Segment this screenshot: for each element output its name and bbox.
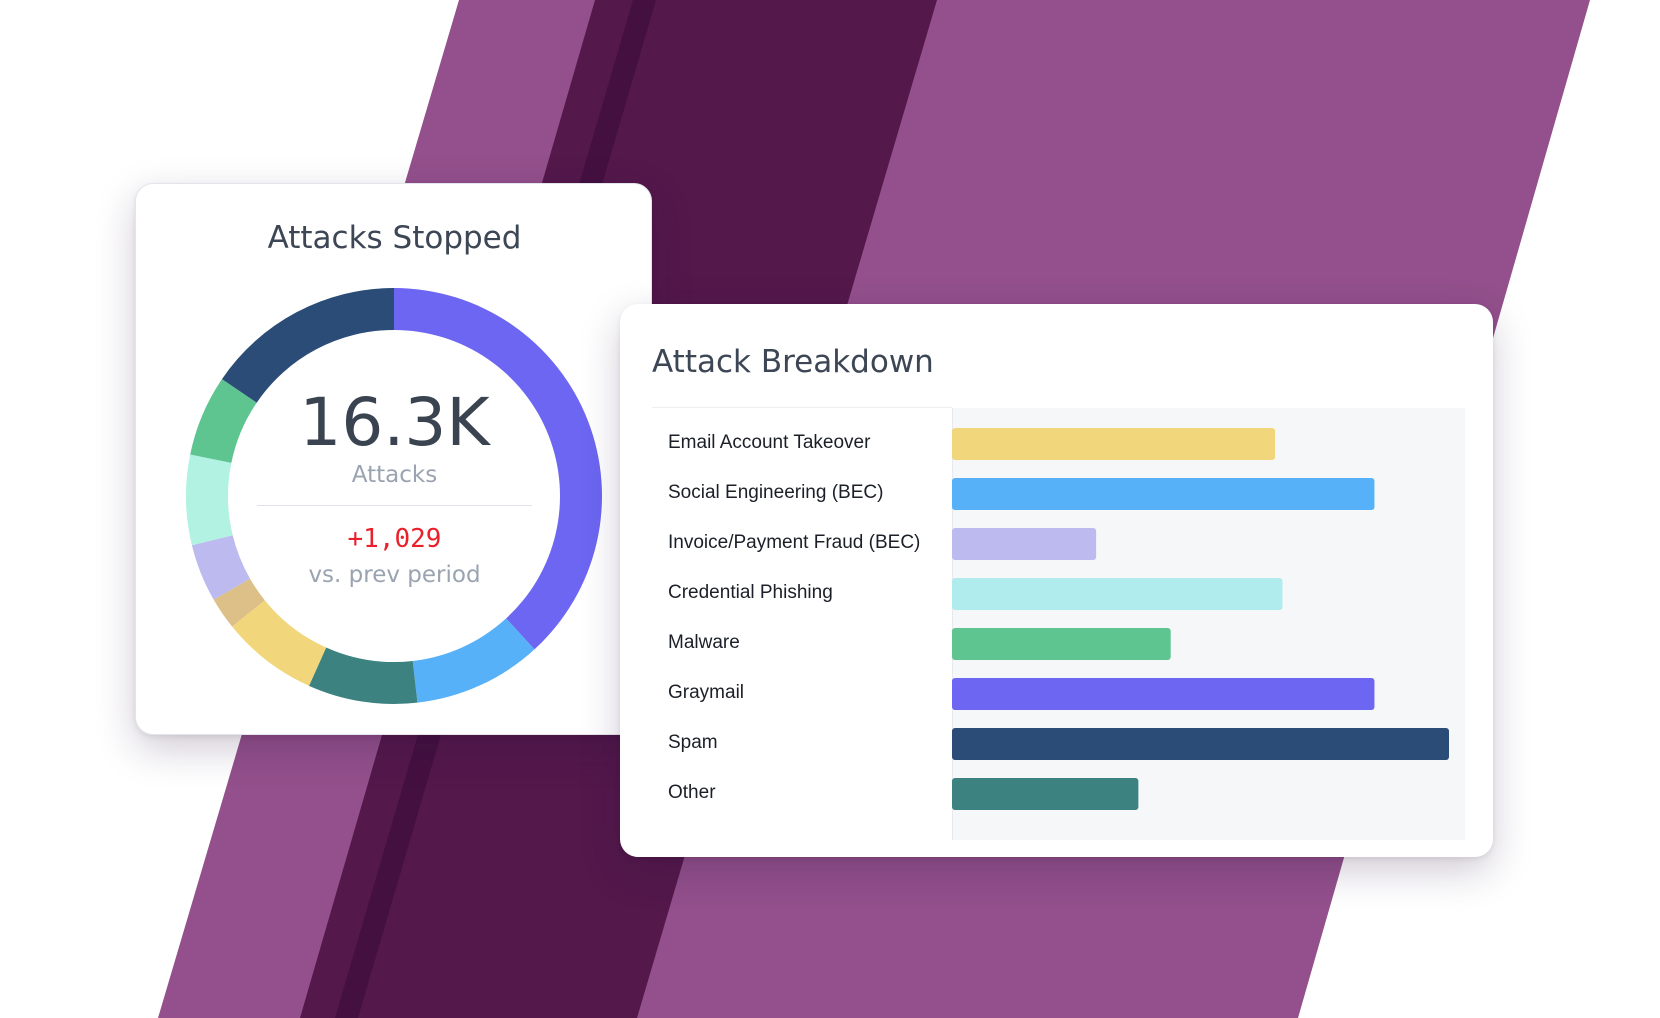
donut-chart [186, 288, 603, 705]
bar-email-account-takeover [952, 428, 1276, 460]
bar-malware [952, 628, 1171, 660]
donut-slice-3 [309, 647, 418, 705]
bar-other [952, 778, 1139, 810]
bar-social-engineering-bec [952, 478, 1375, 510]
bar-invoice-payment-fraud-bec [952, 528, 1097, 560]
donut-slice-9 [221, 288, 394, 403]
donut-slice-5 [213, 578, 265, 627]
category-label: Malware [668, 632, 740, 653]
card-title: Attack Breakdown [652, 344, 934, 380]
bar-credential-phishing [952, 578, 1283, 610]
attacks-stopped-card: Attacks Stopped 16.3K Attacks +1,029 vs.… [135, 183, 652, 735]
center-divider [257, 505, 532, 506]
bar-graymail [952, 678, 1375, 710]
label-column-rule [652, 407, 952, 408]
change-value: +1,029 [347, 524, 442, 554]
donut-slice-2 [412, 618, 535, 703]
category-label: Credential Phishing [668, 582, 833, 603]
category-label: Invoice/Payment Fraud (BEC) [668, 532, 921, 553]
category-label: Social Engineering (BEC) [668, 482, 884, 503]
donut-slice-1 [394, 288, 603, 650]
donut-slice-4 [232, 600, 327, 686]
total-attacks-value: 16.3K [299, 384, 490, 461]
donut-slice-7 [186, 454, 233, 546]
total-attacks-label: Attacks [351, 462, 438, 488]
category-label: Email Account Takeover [668, 432, 871, 453]
bar-spam [952, 728, 1449, 760]
donut-slice-6 [191, 535, 251, 600]
bar-chart [952, 428, 1449, 810]
category-label: Graymail [668, 682, 745, 703]
category-label: Spam [668, 732, 718, 753]
donut-slice-8 [190, 379, 257, 463]
change-label: vs. prev period [308, 562, 481, 588]
category-label: Other [668, 782, 716, 803]
attack-breakdown-card: Attack Breakdown Email Account Takeover S… [620, 304, 1493, 857]
card-title: Attacks Stopped [267, 220, 522, 256]
